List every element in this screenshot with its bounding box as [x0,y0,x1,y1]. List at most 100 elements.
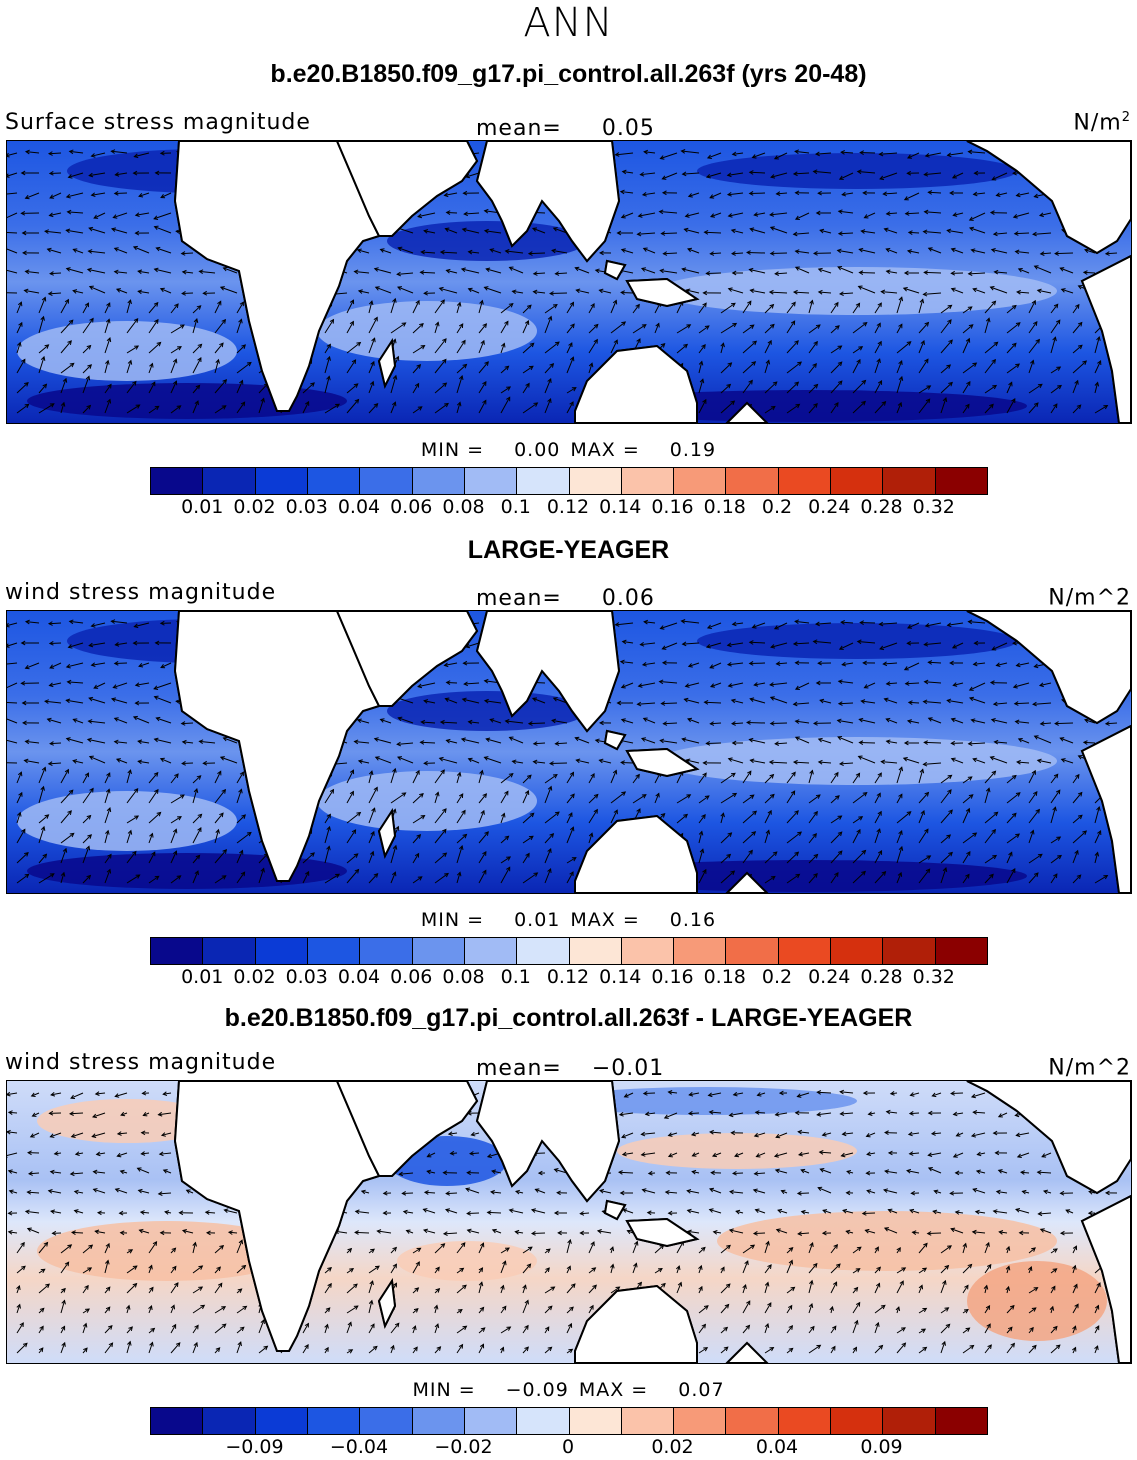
stress-arrow [879,642,898,651]
stress-arrow [511,289,524,295]
stress-arrow [60,810,72,824]
stress-arrow [552,697,568,704]
stress-arrow [148,851,156,864]
stress-arrow [137,289,150,295]
stress-arrow [769,682,788,687]
stress-arrow [192,1304,206,1314]
stress-arrow [49,662,62,669]
stress-arrow [840,1152,854,1158]
stress-arrow [821,1230,832,1236]
stress-arrow [444,1208,458,1214]
stress-arrow [786,1324,794,1334]
stress-arrow [456,771,462,784]
stress-arrow [544,1305,553,1314]
colorbar-tick-label: 0.03 [285,966,328,988]
stress-arrow [599,720,612,726]
stress-arrow [374,286,392,294]
stress-arrow [478,850,487,864]
stress-arrow [654,1268,663,1274]
stress-arrow [610,321,627,334]
colorbar-swatch [569,468,622,494]
stress-arrow [764,1264,772,1274]
stress-arrow [687,662,700,668]
stress-arrow [544,785,553,804]
stress-arrow [709,721,722,726]
stress-arrow [931,1092,942,1098]
stress-arrow [599,1188,612,1194]
stress-arrow [794,190,810,196]
stress-arrow [346,790,354,804]
stress-arrow [1059,267,1074,274]
stress-arrow [368,337,376,354]
stress-arrow [984,341,999,354]
stress-arrow [1065,1209,1074,1214]
stress-arrow [742,324,755,334]
stress-arrow [434,1243,446,1254]
stress-arrow [792,171,810,177]
stress-arrow [918,398,931,414]
stress-arrow [500,790,509,804]
stress-arrow [158,1151,172,1157]
stress-arrow [619,659,634,665]
stress-arrow [962,1242,968,1254]
stress-arrow [1006,812,1017,824]
stress-arrow [126,359,133,374]
stress-arrow [684,212,700,218]
stress-arrow [676,343,689,354]
stress-arrow [67,172,84,179]
stress-arrow [478,323,488,334]
colorbar-tick-label: 0.04 [337,496,381,518]
colorbar-tick-label: 0.02 [651,1436,694,1458]
stress-arrow [566,871,574,884]
stress-arrow [815,680,832,686]
stress-arrow [1094,1345,1099,1354]
stress-arrow [684,682,700,688]
stress-arrow [566,812,573,824]
stress-arrow [667,1152,678,1158]
stress-arrow [49,192,62,199]
stress-arrow [412,833,422,844]
stress-arrow [808,1279,814,1294]
stress-arrow [764,339,772,354]
stress-arrow [302,852,315,864]
stress-arrow [720,1283,731,1294]
stress-arrow [989,210,1008,216]
stress-arrow [28,1171,40,1176]
stress-arrow [995,1189,1008,1195]
stress-arrow [932,1209,942,1215]
stress-arrow [918,1328,927,1334]
stress-arrow [236,318,243,334]
stress-arrow [134,212,150,218]
stress-arrow [1072,791,1083,804]
stress-arrow [742,1260,749,1274]
stress-arrow [508,1208,524,1214]
stress-arrow [137,739,150,745]
stress-arrow [610,1263,615,1274]
stress-arrow [874,302,882,314]
stress-arrow [115,288,128,294]
stress-arrow [610,809,618,824]
stress-arrow [24,149,40,155]
stress-arrow [874,828,881,844]
stress-arrow [90,152,106,158]
stress-arrow [116,1152,128,1158]
stress-arrow [962,403,970,414]
stress-arrow [346,1268,355,1274]
stress-arrow [1012,212,1030,219]
stress-arrow [808,1302,814,1314]
stress-arrow [749,288,766,294]
colorbar-swatch [151,1408,204,1434]
stress-arrow [148,318,159,334]
stress-arrow [214,1266,221,1274]
stress-arrow [829,1305,834,1314]
colorbar-swatch [151,468,204,494]
stress-arrow [368,873,379,884]
stress-arrow [88,226,106,234]
stress-arrow [659,268,678,274]
stress-arrow [730,251,744,256]
stress-arrow [726,191,744,197]
stress-arrow [227,1230,238,1235]
stress-arrow [705,642,722,649]
colorbar-tick-label: 0.01 [181,496,224,518]
stress-arrow [852,772,861,784]
